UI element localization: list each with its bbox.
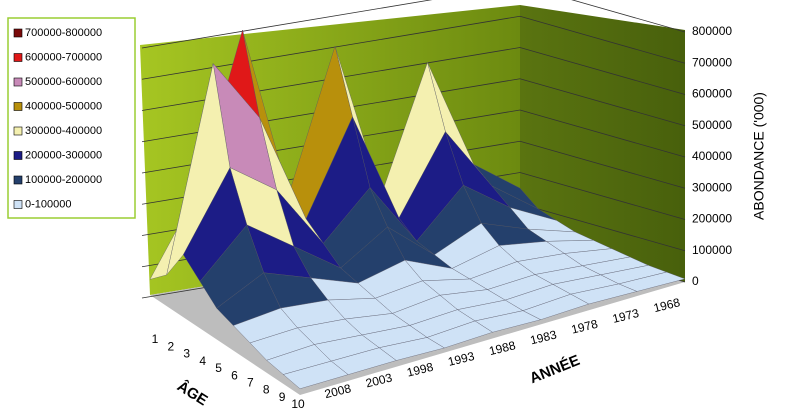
grid-line: [141, 47, 686, 111]
y-tick-label: 200000: [692, 212, 732, 226]
legend-label: 200000-300000: [25, 149, 102, 161]
grid-line: [141, 0, 686, 49]
x-tick-label: 1983: [529, 327, 559, 347]
y-tick-label: 300000: [692, 180, 732, 194]
y-tick-label: 600000: [692, 87, 732, 101]
legend: 700000-800000 600000-700000 500000-600000 4…: [7, 17, 136, 219]
surface-cell: [282, 360, 349, 390]
legend-label: 600000-700000: [25, 51, 102, 63]
legend-box: [7, 17, 136, 219]
legend-swatch: [13, 77, 23, 87]
legend-label: 300000-400000: [25, 125, 102, 137]
depth-tick-label: 8: [263, 383, 270, 397]
y-tick-label: 800000: [692, 24, 732, 38]
legend-label: 100000-200000: [25, 174, 102, 186]
y-tick-label: 700000: [692, 55, 732, 69]
depth-tick-label: 6: [231, 368, 238, 382]
y-tick-label: 400000: [692, 149, 732, 163]
side-wall: [520, 5, 685, 282]
depth-tick-label: 3: [183, 347, 190, 361]
y-tick-label: 0: [692, 274, 699, 288]
legend-swatch: [13, 28, 23, 38]
y-tick-label: 500000: [692, 118, 732, 132]
depth-tick-label: 1: [152, 332, 159, 346]
legend-swatch: [13, 102, 23, 111]
legend-swatch: [13, 175, 23, 185]
depth-tick-label: 9: [279, 390, 286, 404]
depth-tick-label: 5: [215, 361, 222, 375]
x-axis-title: ANNÉE: [527, 352, 582, 387]
x-tick-label: 1998: [405, 360, 435, 380]
grid-line: [141, 15, 686, 80]
legend-swatch: [13, 200, 23, 209]
x-tick-label: 1988: [488, 338, 518, 358]
depth-tick-label: 2: [168, 339, 175, 353]
legend-swatch: [13, 126, 23, 136]
x-tick-label: 1978: [570, 317, 600, 337]
legend-label: 400000-500000: [25, 100, 102, 112]
legend-swatch: [13, 151, 23, 160]
legend-swatch: [13, 53, 23, 62]
x-tick-label: 1973: [611, 306, 641, 326]
depth-tick-label: 4: [199, 354, 206, 368]
y-tick-label: 100000: [692, 243, 732, 257]
x-tick-label: 2003: [364, 370, 394, 390]
legend-label: 0-100000: [25, 198, 72, 210]
y-axis-title: ABONDANCE ('000): [751, 92, 767, 220]
depth-tick-label: 10: [291, 397, 305, 411]
x-tick-label: 2008: [323, 381, 353, 401]
x-tick-label: 1968: [652, 295, 682, 315]
depth-tick-label: 7: [247, 376, 254, 390]
depth-axis-title: ÂGE: [174, 377, 211, 409]
legend-label: 700000-800000: [25, 27, 102, 39]
legend-label: 500000-600000: [25, 76, 102, 88]
x-tick-label: 1993: [447, 349, 477, 369]
